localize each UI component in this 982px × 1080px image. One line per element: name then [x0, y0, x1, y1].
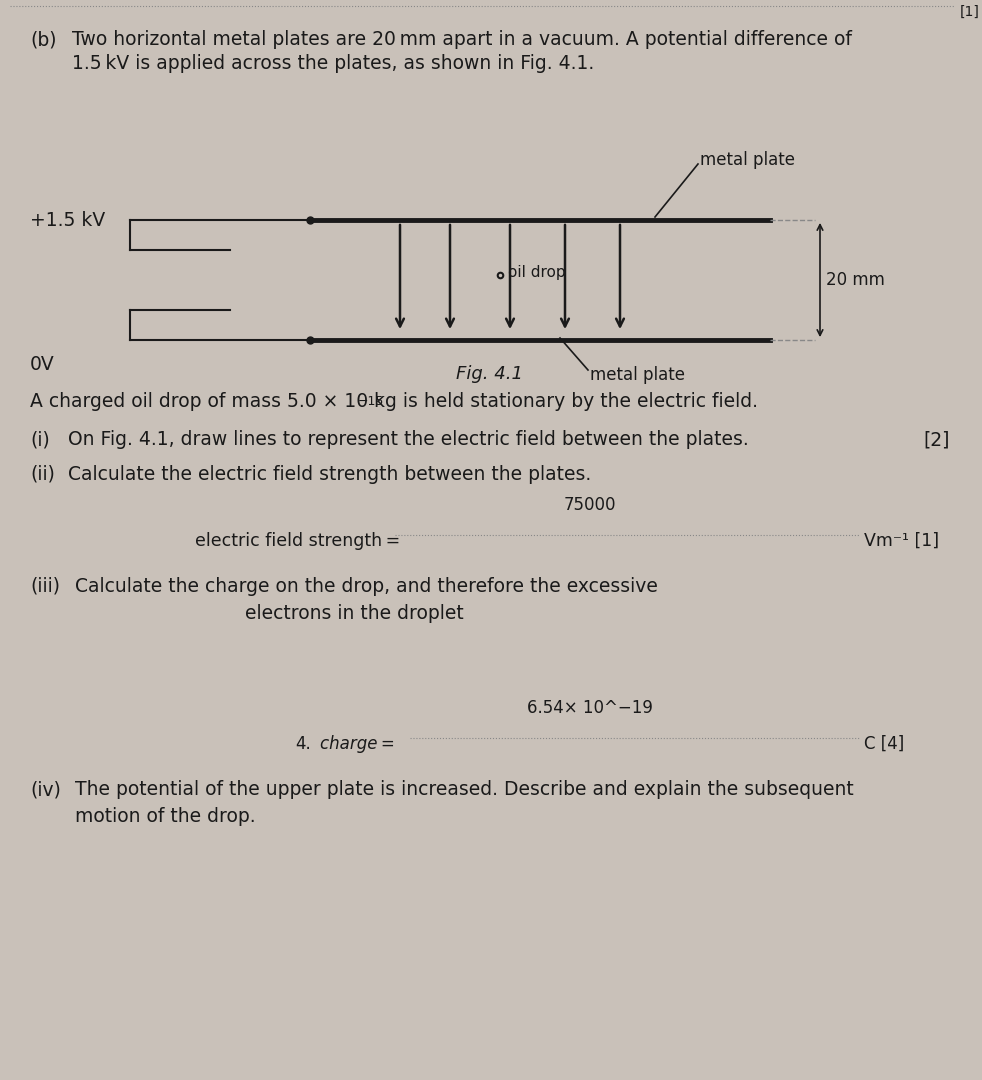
Text: 6.54× 10^−19: 6.54× 10^−19	[527, 699, 653, 717]
Text: 0V: 0V	[30, 355, 55, 375]
Text: −15: −15	[358, 395, 384, 408]
Text: Fig. 4.1: Fig. 4.1	[457, 365, 523, 383]
Text: metal plate: metal plate	[700, 151, 795, 168]
Text: charge =: charge =	[320, 735, 395, 753]
Text: A charged oil drop of mass 5.0 × 10: A charged oil drop of mass 5.0 × 10	[30, 392, 368, 411]
Text: (ii): (ii)	[30, 465, 55, 484]
Text: The potential of the upper plate is increased. Describe and explain the subseque: The potential of the upper plate is incr…	[75, 780, 853, 799]
Text: electric field strength =: electric field strength =	[195, 532, 401, 550]
Text: Two horizontal metal plates are 20 mm apart in a vacuum. A potential difference : Two horizontal metal plates are 20 mm ap…	[72, 30, 851, 49]
Text: metal plate: metal plate	[590, 366, 685, 384]
Text: (i): (i)	[30, 430, 50, 449]
Text: 1.5 kV is applied across the plates, as shown in Fig. 4.1.: 1.5 kV is applied across the plates, as …	[72, 54, 594, 73]
Text: 75000: 75000	[564, 496, 617, 514]
Text: kg is held stationary by the electric field.: kg is held stationary by the electric fi…	[374, 392, 758, 411]
Text: electrons in the droplet: electrons in the droplet	[245, 604, 464, 623]
Text: Calculate the charge on the drop, and therefore the excessive: Calculate the charge on the drop, and th…	[75, 577, 658, 596]
Text: (b): (b)	[30, 30, 57, 49]
Text: Calculate the electric field strength between the plates.: Calculate the electric field strength be…	[68, 465, 591, 484]
Text: C [4]: C [4]	[864, 735, 904, 753]
Text: [1]: [1]	[960, 5, 980, 19]
Text: oil drop: oil drop	[508, 266, 566, 281]
Text: +1.5 kV: +1.5 kV	[30, 211, 105, 230]
Text: (iii): (iii)	[30, 577, 60, 596]
Text: (iv): (iv)	[30, 780, 61, 799]
Text: motion of the drop.: motion of the drop.	[75, 807, 255, 826]
Text: On Fig. 4.1, draw lines to represent the electric field between the plates.: On Fig. 4.1, draw lines to represent the…	[68, 430, 748, 449]
Text: 4.: 4.	[295, 735, 310, 753]
Text: Vm⁻¹ [1]: Vm⁻¹ [1]	[864, 532, 939, 550]
Text: [2]: [2]	[923, 430, 950, 449]
Text: 20 mm: 20 mm	[826, 271, 885, 289]
